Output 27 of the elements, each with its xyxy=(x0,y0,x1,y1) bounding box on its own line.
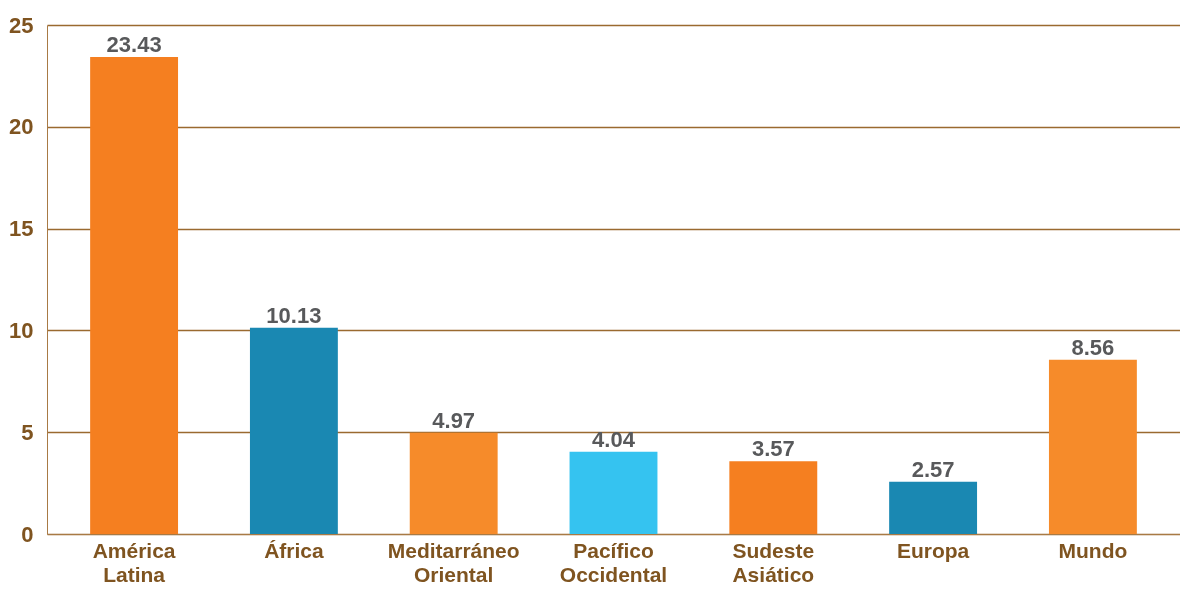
y-tick-label: 20 xyxy=(9,114,34,140)
y-tick-label: 15 xyxy=(9,216,34,242)
data-label: 10.13 xyxy=(266,302,322,328)
data-label: 2.57 xyxy=(911,456,955,482)
bar xyxy=(249,327,338,534)
x-tick-label: Europa xyxy=(896,538,970,562)
bar xyxy=(569,451,658,534)
y-tick-label: 25 xyxy=(9,12,34,38)
bar xyxy=(729,461,818,534)
data-label: 23.43 xyxy=(106,31,162,57)
x-tick-label: Sudeste Asiático xyxy=(732,538,815,586)
x-tick-label: África xyxy=(264,538,324,562)
x-tick-label: Mundo xyxy=(1058,538,1128,562)
y-tick-label: 10 xyxy=(9,317,34,343)
y-tick-label: 0 xyxy=(21,521,34,547)
x-tick-label: Pacífico Occidental xyxy=(559,538,668,586)
data-label: 4.97 xyxy=(432,407,476,433)
bar xyxy=(90,56,179,534)
data-label: 4.04 xyxy=(592,426,636,452)
x-tick-label: América Latina xyxy=(92,538,176,586)
bar xyxy=(409,432,498,534)
data-label: 3.57 xyxy=(751,436,795,462)
y-tick-label: 5 xyxy=(21,419,34,445)
x-tick-label: Meditarráneo Oriental xyxy=(387,538,520,586)
bar xyxy=(1048,359,1137,534)
data-label: 8.56 xyxy=(1071,334,1115,360)
bar xyxy=(889,481,978,534)
